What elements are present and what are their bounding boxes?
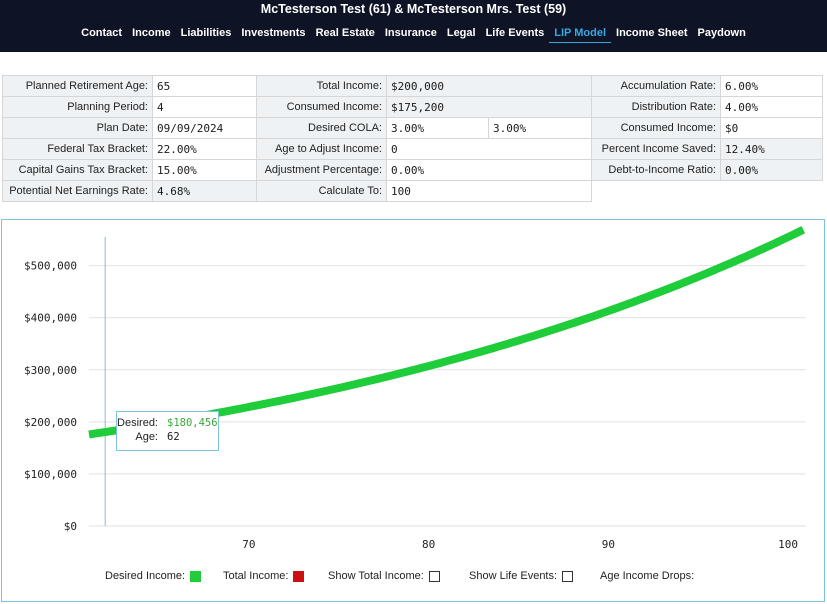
planned-retirement-age-field[interactable]: 65 [152,75,257,97]
table-row: Federal Tax Bracket: 22.00% Age to Adjus… [2,138,823,160]
nav-contact[interactable]: Contact [81,27,123,39]
legend-total-income[interactable]: Total Income: [223,570,305,582]
percent-income-saved-value: 12.40% [720,138,823,160]
calculate-to-label: Calculate To: [256,180,387,202]
x-tick-label: 100 [778,538,798,551]
tooltip-desired-label: Desired: [117,417,158,429]
desired-income-line [88,226,806,439]
accumulation-rate-label: Accumulation Rate: [591,75,721,97]
plan-date-field[interactable]: 09/09/2024 [152,117,257,139]
y-tick-label: $200,000 [24,416,77,429]
show-life-events-label: Show Life Events: [469,570,558,582]
top-header: McTesterson Test (61) & McTesterson Mrs.… [0,0,827,52]
consumed-income-value: $175,200 [386,96,592,118]
chart-legend: Desired Income: Total Income: Show Total… [0,570,827,586]
chart-tooltip: Desired: $180,456 Age: 62 [116,411,219,451]
client-title: McTesterson Test (61) & McTesterson Mrs.… [260,2,567,16]
federal-tax-bracket-label: Federal Tax Bracket: [2,138,153,160]
consumed-income-label: Consumed Income: [256,96,387,118]
legend-total-income-label: Total Income: [223,570,289,582]
y-tick-label: $100,000 [24,468,77,481]
age-to-adjust-income-field[interactable]: 0 [386,138,592,160]
potential-net-earnings-rate-value: 4.68% [152,180,257,202]
distribution-rate-label: Distribution Rate: [591,96,721,118]
main-nav: Contact Income Liabilities Investments R… [0,27,827,43]
show-total-income-checkbox[interactable] [428,570,440,582]
desired-cola-label: Desired COLA: [256,117,387,139]
age-income-drops-label: Age Income Drops: [600,570,695,582]
age-to-adjust-income-label: Age to Adjust Income: [256,138,387,160]
y-tick-label: $400,000 [24,312,77,325]
distribution-rate-field[interactable]: 4.00% [720,96,823,118]
table-row: Planning Period: 4 Consumed Income: $175… [2,96,823,118]
empty-cell [720,180,823,202]
debt-to-income-ratio-value: 0.00% [720,159,823,181]
desired-cola-field-2[interactable]: 3.00% [488,117,592,139]
tooltip-age-label: Age: [135,431,158,443]
nav-income[interactable]: Income [132,27,171,39]
show-life-events-toggle[interactable]: Show Life Events: [469,570,574,582]
age-income-drops: Age Income Drops: [600,570,694,582]
nav-liabilities[interactable]: Liabilities [180,27,232,39]
tooltip-desired-value: $180,456 [167,417,218,429]
adjustment-percentage-label: Adjustment Percentage: [256,159,387,181]
calculate-to-field[interactable]: 100 [386,180,592,202]
total-income-swatch [293,570,305,582]
nav-lip-model[interactable]: LIP Model [549,27,612,43]
federal-tax-bracket-field[interactable]: 22.00% [152,138,257,160]
y-tick-label: $0 [64,520,77,533]
table-row: Potential Net Earnings Rate: 4.68% Calcu… [2,180,823,202]
empty-cell [591,180,721,202]
capital-gains-tax-bracket-label: Capital Gains Tax Bracket: [2,159,153,181]
legend-desired-income[interactable]: Desired Income: [105,570,202,582]
desired-income-swatch [190,570,202,582]
plan-parameters-table: Planned Retirement Age: 65 Total Income:… [2,75,823,202]
debt-to-income-ratio-label: Debt-to-Income Ratio: [591,159,721,181]
adjustment-percentage-field[interactable]: 0.00% [386,159,592,181]
show-total-income-toggle[interactable]: Show Total Income: [328,570,440,582]
nav-legal[interactable]: Legal [446,27,476,39]
y-tick-label: $500,000 [24,260,77,273]
nav-life-events[interactable]: Life Events [485,27,545,39]
potential-net-earnings-rate-label: Potential Net Earnings Rate: [2,180,153,202]
legend-desired-income-label: Desired Income: [105,570,186,582]
total-income-label: Total Income: [256,75,387,97]
show-life-events-checkbox[interactable] [562,570,574,582]
percent-income-saved-label: Percent Income Saved: [591,138,721,160]
planned-retirement-age-label: Planned Retirement Age: [2,75,153,97]
nav-income-sheet[interactable]: Income Sheet [616,27,688,39]
nav-real-estate[interactable]: Real Estate [315,27,375,39]
table-row: Capital Gains Tax Bracket: 15.00% Adjust… [2,159,823,181]
nav-paydown[interactable]: Paydown [697,27,746,39]
consumed-income-right-label: Consumed Income: [591,117,721,139]
x-tick-label: 90 [602,538,615,551]
nav-insurance[interactable]: Insurance [384,27,437,39]
accumulation-rate-field[interactable]: 6.00% [720,75,823,97]
tooltip-age-value: 62 [167,431,180,443]
x-tick-label: 80 [422,538,435,551]
show-total-income-label: Show Total Income: [328,570,424,582]
y-tick-label: $300,000 [24,364,77,377]
x-tick-label: 70 [242,538,255,551]
nav-investments[interactable]: Investments [241,27,306,39]
